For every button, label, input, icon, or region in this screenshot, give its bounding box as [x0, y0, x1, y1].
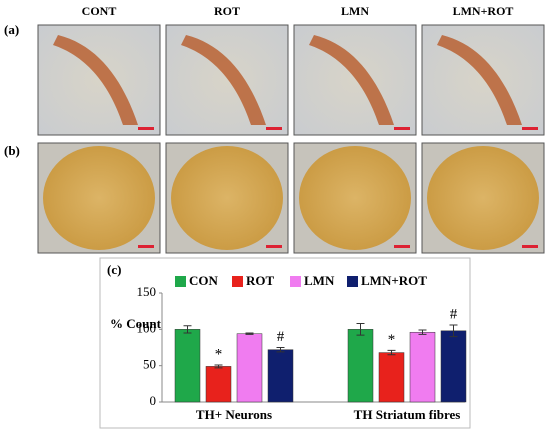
scale-bar — [266, 245, 282, 248]
error-bar — [183, 325, 192, 334]
stain — [43, 146, 155, 250]
error-bar — [418, 329, 427, 335]
panel-label: (b) — [4, 143, 20, 158]
bar — [378, 352, 405, 403]
legend-label: ROT — [246, 273, 275, 288]
scale-bar — [138, 127, 154, 130]
micrographs — [37, 24, 545, 254]
column-label: LMN+ROT — [453, 4, 514, 18]
scale-bar — [266, 127, 282, 130]
error-bar — [356, 323, 365, 336]
error-bar — [214, 364, 223, 369]
bar — [267, 349, 294, 403]
legend-label: LMN — [304, 273, 335, 288]
x-tick-label: TH Striatum fibres — [354, 407, 461, 422]
y-tick-label: 50 — [143, 357, 156, 372]
column-label: ROT — [214, 4, 240, 18]
legend-swatch — [347, 276, 358, 287]
legend-swatch — [290, 276, 301, 287]
bar — [347, 329, 374, 403]
legend-swatch — [175, 276, 186, 287]
legend-label: CON — [189, 273, 219, 288]
y-axis-label: % Count — [110, 316, 162, 331]
stain — [171, 146, 283, 250]
scale-bar — [138, 245, 154, 248]
panel-label: (c) — [107, 262, 121, 277]
stain — [427, 146, 539, 250]
stain — [437, 35, 522, 125]
scale-bar — [522, 127, 538, 130]
scale-bar — [394, 245, 410, 248]
column-label: LMN — [341, 4, 369, 18]
error-bar — [387, 349, 396, 356]
error-bar — [276, 347, 285, 353]
annotation: # — [450, 306, 458, 322]
bar — [440, 330, 467, 403]
column-label: CONT — [82, 4, 117, 18]
bar — [205, 366, 232, 403]
y-tick-label: 100 — [137, 320, 157, 335]
x-tick-label: TH+ Neurons — [196, 407, 272, 422]
annotation: # — [277, 329, 285, 345]
stain — [309, 35, 394, 125]
bar — [409, 331, 436, 403]
scale-bar — [394, 127, 410, 130]
annotation: * — [388, 332, 396, 348]
bar — [174, 329, 201, 403]
legend-label: LMN+ROT — [361, 273, 427, 288]
stain — [299, 146, 411, 250]
chart: 0 50 100 150 CON ROT LMN LMN+ROT TH+ Neurons * # TH… — [137, 273, 467, 422]
bar — [236, 333, 263, 403]
panel-label: (a) — [4, 22, 19, 37]
error-bar — [245, 332, 254, 335]
scale-bar — [522, 245, 538, 248]
stain — [53, 35, 138, 125]
y-tick-label: 0 — [150, 393, 157, 408]
error-bar — [449, 324, 458, 338]
stain — [181, 35, 266, 125]
y-tick-label: 150 — [137, 284, 157, 299]
legend-swatch — [232, 276, 243, 287]
annotation: * — [215, 346, 223, 362]
